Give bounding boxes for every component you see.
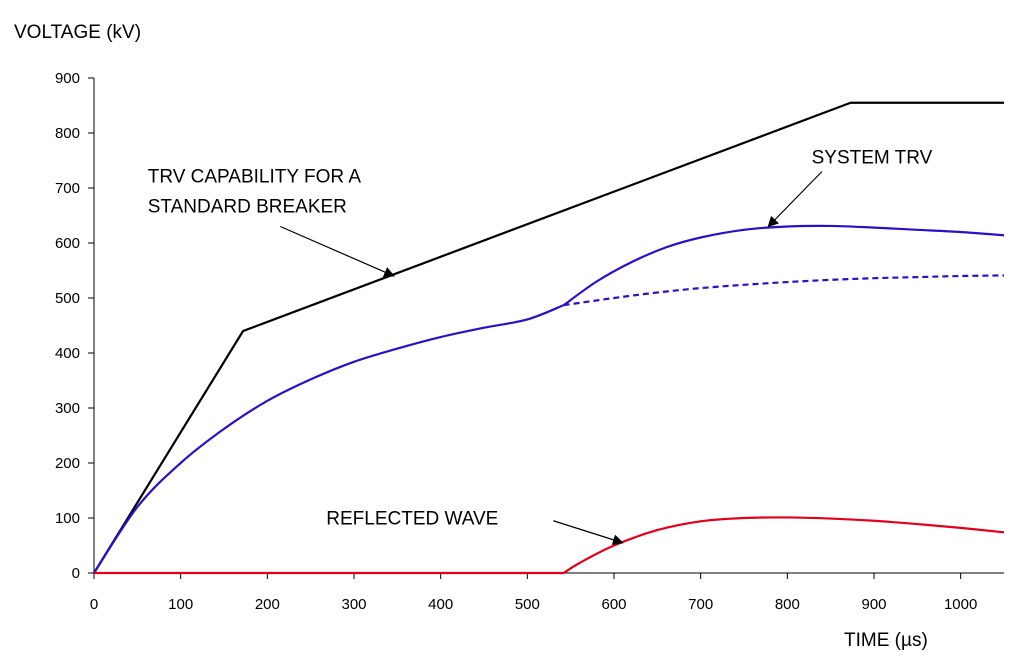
x-tick-label: 300: [341, 596, 366, 613]
y-tick-label: 500: [55, 290, 80, 307]
y-tick-label: 300: [55, 400, 80, 417]
x-axis-label: TIME (µs): [844, 630, 928, 651]
annotation-text: SYSTEM TRV: [812, 147, 933, 168]
x-tick-label: 400: [428, 596, 453, 613]
x-tick-label: 800: [775, 596, 800, 613]
series-trv-base: [93, 304, 565, 574]
x-ticks: 0 100 200 300 400 500 600 700 800 900 1000: [90, 573, 977, 613]
y-tick-label: 900: [55, 70, 80, 87]
x-tick-label: 500: [515, 596, 540, 613]
series-lines: [93, 101, 1005, 575]
annotations: TRV CAPABILITY FOR A STANDARD BREAKER SYST…: [148, 147, 933, 545]
x-tick-label: 1000: [944, 596, 977, 613]
x-tick-label: 600: [601, 596, 626, 613]
series-trv-dashed-continuation: [563, 274, 1005, 307]
y-tick-label: 200: [55, 455, 80, 472]
annotation-arrow: [767, 171, 823, 228]
y-tick-label: 800: [55, 125, 80, 142]
annotation-text: TRV CAPABILITY FOR A: [148, 167, 362, 188]
series-system-trv: [563, 224, 1005, 307]
x-tick-label: 100: [168, 596, 193, 613]
y-tick-label: 400: [55, 345, 80, 362]
annotation-text: STANDARD BREAKER: [148, 197, 347, 218]
annotation-text: REFLECTED WAVE: [326, 509, 498, 530]
x-tick-label: 700: [688, 596, 713, 613]
x-tick-label: 0: [90, 596, 98, 613]
y-tick-label: 700: [55, 180, 80, 197]
y-ticks: 0 100 200 300 400 500 600 700 800 900: [55, 70, 94, 582]
series-trv-capability: [93, 101, 1004, 574]
y-tick-label: 100: [55, 510, 80, 527]
y-axis-label: VOLTAGE (kV): [14, 22, 141, 43]
series-reflected-wave: [94, 516, 1005, 575]
y-tick-label: 600: [55, 235, 80, 252]
x-tick-label: 900: [861, 596, 886, 613]
y-tick-label: 0: [72, 565, 80, 582]
x-tick-label: 200: [255, 596, 280, 613]
annotation-arrow: [280, 225, 395, 278]
annotation-arrow: [553, 520, 624, 545]
